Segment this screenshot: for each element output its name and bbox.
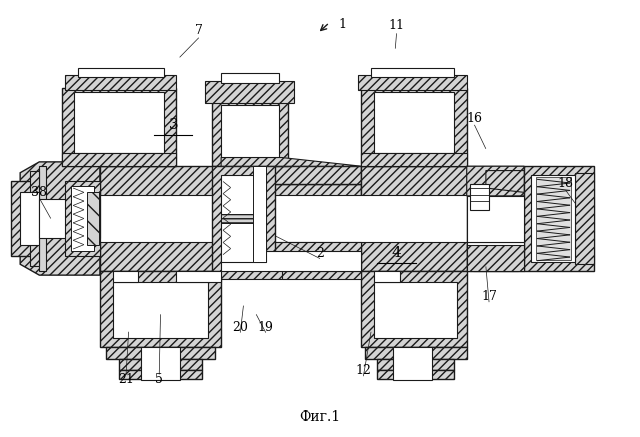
Bar [374, 92, 454, 153]
Bar [467, 166, 524, 271]
Text: 21: 21 [118, 373, 134, 386]
Bar [362, 153, 467, 166]
Text: 4: 4 [392, 246, 401, 260]
Bar [77, 68, 164, 77]
Bar [100, 194, 467, 243]
Bar [106, 347, 215, 359]
Bar [61, 88, 177, 166]
Bar [365, 347, 467, 359]
Bar [536, 177, 571, 260]
Bar [531, 175, 575, 262]
Text: 17: 17 [481, 291, 497, 303]
Bar [39, 199, 100, 238]
Bar [575, 173, 595, 264]
Text: 20: 20 [232, 321, 248, 334]
Bar [470, 184, 489, 210]
Bar [29, 245, 39, 267]
Polygon shape [362, 166, 467, 271]
Bar [378, 359, 454, 370]
Bar [212, 101, 288, 166]
Text: 19: 19 [258, 321, 274, 334]
Text: 2: 2 [316, 247, 324, 260]
Bar [61, 153, 177, 166]
Text: Фиг.1: Фиг.1 [300, 410, 340, 424]
Bar [119, 370, 202, 379]
Bar [253, 166, 266, 262]
Polygon shape [221, 271, 362, 280]
Text: 1: 1 [339, 18, 346, 31]
Bar [467, 243, 524, 262]
Text: 11: 11 [388, 20, 404, 32]
Bar [39, 166, 45, 271]
Bar [371, 68, 454, 77]
Bar [74, 92, 164, 153]
Bar [374, 271, 400, 282]
Polygon shape [20, 162, 100, 275]
Text: 3: 3 [168, 118, 178, 132]
Bar [87, 192, 99, 245]
Bar [205, 81, 294, 103]
Bar [113, 271, 138, 282]
Text: 38: 38 [31, 186, 47, 199]
Bar [212, 166, 275, 271]
Polygon shape [221, 184, 362, 271]
Bar [394, 347, 431, 380]
Polygon shape [221, 157, 362, 166]
Polygon shape [221, 166, 362, 184]
Bar [177, 271, 221, 282]
Bar [362, 271, 467, 347]
Bar [11, 181, 39, 256]
Text: 12: 12 [355, 364, 371, 378]
Bar [221, 105, 278, 157]
Bar [358, 75, 467, 90]
Bar [65, 181, 100, 256]
Text: 16: 16 [467, 112, 483, 125]
Bar [221, 243, 362, 271]
Bar [221, 73, 278, 83]
Text: 18: 18 [557, 177, 573, 190]
Bar [221, 175, 266, 262]
Bar [221, 251, 362, 271]
Bar [29, 170, 39, 192]
Polygon shape [221, 214, 266, 223]
Polygon shape [100, 166, 221, 271]
Bar [119, 359, 202, 370]
Bar [113, 282, 209, 338]
Bar [71, 186, 93, 251]
Polygon shape [467, 166, 524, 196]
Bar [374, 282, 457, 338]
Bar [141, 347, 180, 380]
Bar [467, 196, 524, 243]
Text: 5: 5 [156, 373, 163, 386]
Bar [378, 370, 454, 379]
Bar [362, 88, 467, 166]
Bar [524, 166, 595, 271]
Bar [473, 247, 518, 271]
Bar [65, 75, 177, 90]
Bar [467, 245, 524, 271]
Polygon shape [282, 262, 362, 280]
Bar [20, 192, 39, 245]
Text: 7: 7 [195, 24, 203, 37]
Bar [100, 271, 221, 347]
